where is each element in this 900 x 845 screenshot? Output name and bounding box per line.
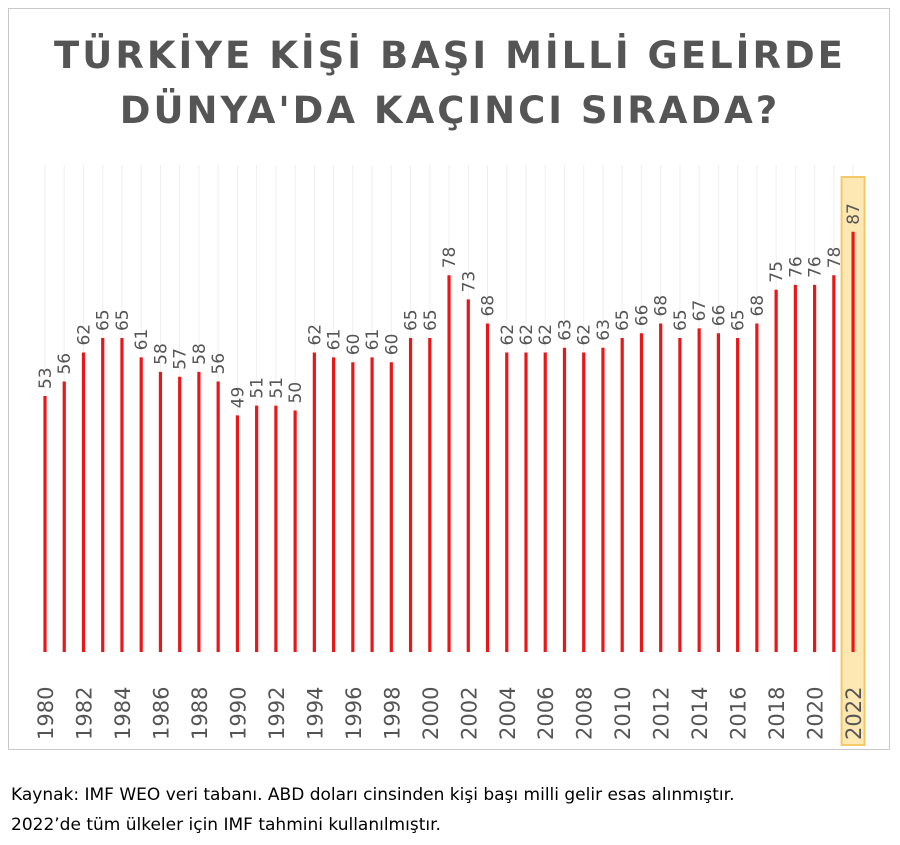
value-label-1990: 49 — [228, 387, 248, 409]
value-label-1998: 60 — [382, 334, 402, 356]
value-label-1997: 61 — [363, 329, 383, 351]
value-label-2000: 65 — [421, 309, 441, 331]
value-label-1994: 62 — [305, 324, 325, 346]
value-label-2012: 68 — [652, 295, 672, 317]
tick-label-1980: 1980 — [34, 687, 58, 740]
tick-label-1998: 1998 — [380, 687, 404, 740]
value-label-2006: 62 — [536, 324, 556, 346]
value-label-1986: 58 — [151, 343, 171, 365]
value-label-2018: 75 — [767, 261, 787, 283]
value-label-1988: 58 — [190, 343, 210, 365]
value-label-2009: 63 — [594, 319, 614, 341]
tick-label-2004: 2004 — [496, 687, 520, 740]
tick-label-2012: 2012 — [650, 687, 674, 740]
value-label-1980: 53 — [36, 367, 56, 389]
value-label-1991: 51 — [248, 377, 268, 399]
value-label-1999: 65 — [402, 309, 422, 331]
source-note: Kaynak: IMF WEO veri tabanı. ABD doları … — [11, 780, 896, 840]
value-label-2014: 67 — [690, 300, 710, 322]
value-label-2005: 62 — [517, 324, 537, 346]
tick-label-1990: 1990 — [226, 687, 250, 740]
value-label-2016: 65 — [729, 309, 749, 331]
tick-label-2010: 2010 — [611, 687, 635, 740]
source-note-line-1: Kaynak: IMF WEO veri tabanı. ABD doları … — [11, 785, 735, 805]
tick-label-2020: 2020 — [804, 687, 828, 740]
x-axis-tick-labels: 1980 1982 1984 1986 1988 1990 1992 1994 1996 1998… — [34, 687, 866, 740]
chart-title: TÜRKİYE KİŞİ BAŞI MİLLİ GELİRDE DÜNYA'DA… — [0, 28, 900, 138]
value-label-1995: 61 — [325, 329, 345, 351]
tick-label-2006: 2006 — [534, 687, 558, 740]
value-label-1981: 56 — [55, 353, 75, 375]
value-label-2019: 76 — [786, 256, 806, 278]
value-label-2003: 68 — [479, 295, 499, 317]
tick-label-1986: 1986 — [149, 687, 173, 740]
value-label-2013: 65 — [671, 309, 691, 331]
value-label-1985: 61 — [132, 329, 152, 351]
tick-label-1996: 1996 — [342, 687, 366, 740]
value-label-1996: 60 — [344, 334, 364, 356]
tick-label-2000: 2000 — [419, 687, 443, 740]
value-label-2022: 87 — [844, 203, 864, 225]
tick-label-2008: 2008 — [573, 687, 597, 740]
tick-label-2022: 2022 — [842, 687, 866, 740]
tick-label-2016: 2016 — [727, 687, 751, 740]
value-label-2008: 62 — [575, 324, 595, 346]
tick-label-1988: 1988 — [188, 687, 212, 740]
value-label-1992: 51 — [267, 377, 287, 399]
value-label-2021: 78 — [825, 247, 845, 269]
value-label-1989: 56 — [209, 353, 229, 375]
value-label-1987: 57 — [171, 348, 191, 370]
value-label-2010: 65 — [613, 309, 633, 331]
value-label-1983: 65 — [94, 309, 114, 331]
value-label-1984: 65 — [113, 309, 133, 331]
value-label-1993: 50 — [286, 382, 306, 404]
tick-label-1992: 1992 — [265, 687, 289, 740]
value-label-2011: 66 — [632, 305, 652, 327]
value-label-2007: 63 — [555, 319, 575, 341]
tick-label-2018: 2018 — [765, 687, 789, 740]
value-label-2002: 73 — [459, 271, 479, 293]
tick-label-1984: 1984 — [111, 687, 135, 740]
bars — [43, 231, 855, 652]
value-label-1982: 62 — [74, 324, 94, 346]
value-label-2020: 76 — [806, 256, 826, 278]
chart-title-line-1: TÜRKİYE KİŞİ BAŞI MİLLİ GELİRDE — [54, 34, 846, 77]
value-label-2001: 78 — [440, 247, 460, 269]
value-label-2015: 66 — [709, 305, 729, 327]
source-note-line-2: 2022’de tüm ülkeler için IMF tahmini kul… — [11, 815, 441, 835]
value-label-2004: 62 — [498, 324, 518, 346]
tick-label-2014: 2014 — [688, 687, 712, 740]
tick-label-1994: 1994 — [303, 687, 327, 740]
value-label-2017: 68 — [748, 295, 768, 317]
tick-label-1982: 1982 — [72, 687, 96, 740]
tick-label-2002: 2002 — [457, 687, 481, 740]
chart-title-line-2: DÜNYA'DA KAÇINCI SIRADA? — [119, 89, 781, 132]
